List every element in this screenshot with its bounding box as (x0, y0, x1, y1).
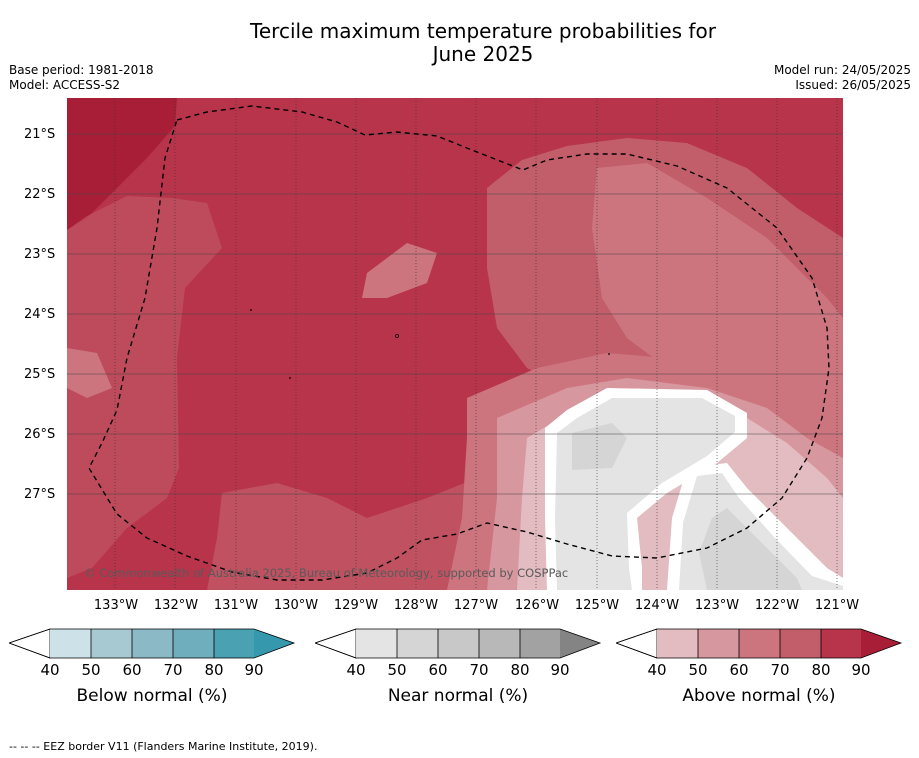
meta-left: Base period: 1981-2018 Model: ACCESS-S2 (9, 63, 154, 93)
colorbar-below-tick: 80 (204, 661, 224, 679)
colorbar-above-lower-arrow (614, 628, 658, 659)
colorbar-below-label: Below normal (%) (76, 686, 228, 706)
base-period: Base period: 1981-2018 (9, 63, 154, 77)
zone-above-60-right (592, 163, 843, 438)
meta-right: Model run: 24/05/2025 Issued: 26/05/2025 (774, 63, 911, 93)
colorbar-above-tick: 60 (729, 661, 749, 679)
issued-date: Issued: 26/05/2025 (795, 78, 911, 92)
lat-label: 26°S (24, 427, 56, 442)
colorbar-below-swatches (7, 628, 296, 659)
colorbar-below-swatch (91, 629, 132, 658)
island-marker (289, 377, 291, 379)
colorbar-below-swatch (50, 629, 91, 658)
colorbar-near-swatch (356, 629, 397, 658)
colorbar-above-tick: 50 (688, 661, 708, 679)
lon-label: 124°W (634, 598, 680, 613)
island-marker (395, 334, 399, 338)
lon-label: 128°W (393, 598, 439, 613)
lat-gridlines (67, 133, 843, 495)
colorbar-above-label: Above normal (%) (682, 686, 836, 706)
model-name: Model: ACCESS-S2 (9, 78, 121, 92)
colorbar-near-swatch (479, 629, 520, 658)
colorbar-near-outline (313, 628, 602, 659)
colorbar-near-swatch (520, 629, 560, 658)
colorbar-below-lower-arrow (7, 628, 51, 659)
probability-map (67, 98, 843, 590)
eez-footnote: -- -- -- EEZ border V11 (Flanders Marine… (9, 740, 318, 753)
lat-label: 23°S (24, 247, 56, 262)
lat-label: 27°S (24, 487, 56, 502)
zone-above-60-island (362, 243, 437, 298)
colorbar-near-lower-arrow (313, 628, 357, 659)
lon-label: 125°W (574, 598, 620, 613)
colorbar-near-swatch (397, 629, 438, 658)
colorbar-above-swatch (821, 629, 861, 658)
colorbar-above-swatch (780, 629, 821, 658)
colorbar-above-outline (614, 628, 903, 659)
colorbar-near-swatch (438, 629, 479, 658)
lon-label: 127°W (453, 598, 499, 613)
colorbar-near-upper-arrow (560, 629, 600, 658)
island-marker (608, 353, 610, 355)
colorbar-below-upper-arrow (254, 629, 294, 658)
colorbar-above-tick: 90 (851, 661, 871, 679)
colorbar-below-tick: 60 (122, 661, 142, 679)
colorbar-near-tick: 90 (550, 661, 570, 679)
lon-label: 132°W (153, 598, 199, 613)
lat-label: 25°S (24, 367, 56, 382)
colorbar-near-tick: 40 (346, 661, 366, 679)
colorbar-above-swatch (698, 629, 739, 658)
colorbar-above-tick: 70 (770, 661, 790, 679)
zone-above-60-west (67, 348, 112, 398)
zone-above-90 (67, 98, 177, 230)
lon-label: 121°W (814, 598, 860, 613)
colorbar-near-label: Near normal (%) (387, 686, 529, 706)
colorbar-below-swatch (214, 629, 254, 658)
zone-above-70-left (67, 196, 222, 578)
lon-label: 130°W (273, 598, 319, 613)
colorbar-below-tick: 50 (81, 661, 101, 679)
colorbar-above-tick: 40 (647, 661, 667, 679)
lon-label: 122°W (754, 598, 800, 613)
lat-label: 24°S (24, 307, 56, 322)
map-title-line1: Tercile maximum temperature probabilitie… (250, 19, 716, 43)
zone-above-80-ne (637, 98, 843, 223)
colorbar-above: 40 50 60 70 80 90 Above normal (%) (614, 628, 906, 706)
model-run: Model run: 24/05/2025 (773, 63, 911, 77)
lon-label: 123°W (694, 598, 740, 613)
zone-near-50-west (572, 423, 627, 470)
colorbar-near: 40 50 60 70 80 90 Near normal (%) (313, 628, 605, 706)
colorbar-near-tick: 80 (510, 661, 530, 679)
colorbar-near-tick: 50 (387, 661, 407, 679)
colorbar-above-tick: 80 (811, 661, 831, 679)
lon-label: 131°W (213, 598, 259, 613)
colorbar-near-tick: 60 (428, 661, 448, 679)
colorbar-near-tick: 70 (469, 661, 489, 679)
colorbar-near-swatches (313, 628, 602, 659)
colorbar-below-outline (7, 628, 296, 659)
lat-label: 22°S (24, 187, 56, 202)
colorbar-above-swatches (614, 628, 903, 659)
lon-label: 126°W (514, 598, 560, 613)
copyright-notice: © Commonwealth of Australia 2025, Bureau… (84, 566, 569, 580)
zone-near-50-east (699, 508, 802, 590)
lon-label: 129°W (333, 598, 379, 613)
colorbar-above-swatch (739, 629, 780, 658)
colorbar-below-tick: 70 (163, 661, 183, 679)
colorbar-below-swatch (132, 629, 173, 658)
map-canvas (67, 98, 843, 590)
colorbar-below-tick: 90 (244, 661, 264, 679)
colorbar-below-swatch (173, 629, 214, 658)
eez-border (88, 105, 830, 581)
lon-label: 133°W (93, 598, 139, 613)
map-title-line2: June 2025 (432, 42, 534, 66)
lat-label: 21°S (24, 127, 56, 142)
lon-gridlines (114, 98, 838, 590)
island-marker (250, 309, 252, 311)
colorbar-above-swatch (657, 629, 698, 658)
colorbar-below-tick: 40 (40, 661, 60, 679)
colorbar-above-upper-arrow (861, 629, 901, 658)
colorbar-below: 40 50 60 70 80 90 Below normal (%) (7, 628, 299, 706)
